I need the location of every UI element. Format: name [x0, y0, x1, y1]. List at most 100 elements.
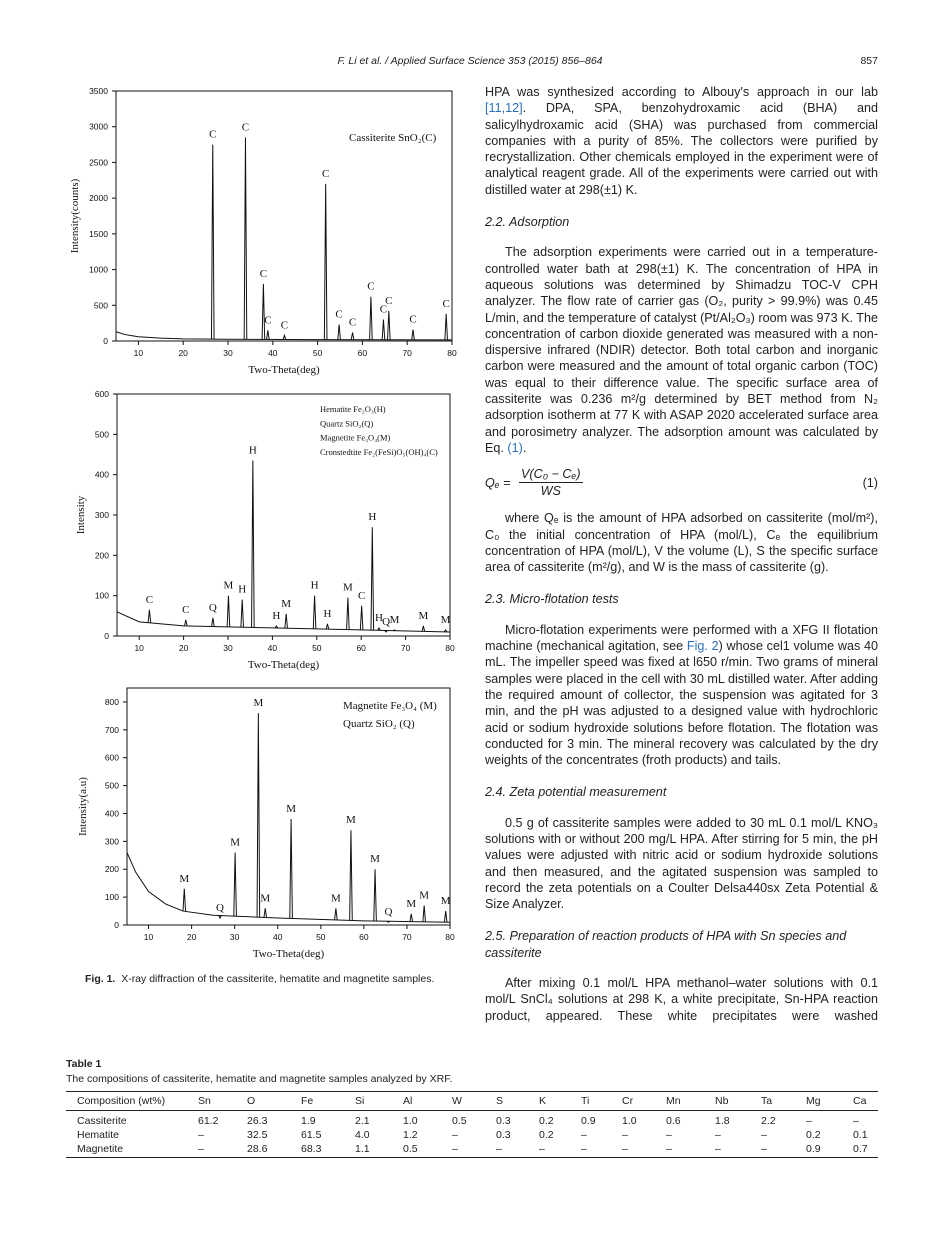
table-cell: 1.0	[403, 1115, 418, 1127]
table-cell: 61.2	[198, 1115, 219, 1127]
table-cell: –	[452, 1143, 458, 1155]
table-cell: 2.1	[355, 1115, 370, 1127]
table-rule	[66, 1157, 878, 1159]
y-tick-label: 200	[105, 864, 119, 874]
x-tick-label: 10	[134, 643, 144, 653]
table-rule	[66, 1091, 878, 1093]
table-cell: –	[452, 1129, 458, 1141]
column-header: Al	[403, 1095, 413, 1107]
column-header: Mn	[666, 1095, 681, 1107]
x-tick-label: 60	[359, 932, 369, 942]
x-tick-label: 40	[273, 932, 283, 942]
paragraph: 0.5 g of cassiterite samples were added …	[485, 815, 878, 913]
peak	[226, 595, 231, 627]
peak	[334, 908, 338, 920]
link[interactable]: [11,12]	[485, 101, 523, 116]
legend-entry: Cassiterite SnO₂(C)	[349, 132, 437, 144]
peak	[350, 332, 355, 340]
peak-label: Q	[209, 602, 217, 614]
y-tick-label: 600	[105, 753, 119, 763]
peak-label: H	[368, 511, 376, 523]
y-tick-label: 700	[105, 725, 119, 735]
table-cell: 0.9	[806, 1143, 821, 1155]
link[interactable]: Fig. 2	[686, 639, 719, 654]
peak-label: C	[358, 590, 365, 602]
table-cell: 1.1	[355, 1143, 370, 1155]
table-cell: 32.5	[247, 1129, 268, 1141]
peak-label: M	[224, 580, 234, 592]
legend-entry: Magnetite Fe₃O₄ (M)	[343, 700, 437, 712]
link[interactable]: (1)	[507, 440, 523, 455]
peak	[182, 888, 187, 912]
x-tick-label: 50	[312, 643, 322, 653]
column-header: Sn	[198, 1095, 211, 1107]
table-cell: –	[198, 1143, 204, 1155]
x-tick-label: 80	[445, 643, 455, 653]
column-header: W	[452, 1095, 462, 1107]
table-caption: The compositions of cassiterite, hematit…	[66, 1073, 453, 1085]
peak	[411, 329, 415, 340]
peak	[147, 609, 152, 623]
table-cell: 0.3	[496, 1115, 511, 1127]
peak	[443, 911, 448, 923]
peak	[386, 920, 391, 923]
table-cell: –	[666, 1129, 672, 1141]
peak-label: M	[390, 614, 400, 626]
y-tick-label: 0	[103, 336, 108, 346]
table-cell: –	[622, 1129, 628, 1141]
y-tick-label: 3000	[89, 122, 108, 132]
table-cell: 1.2	[403, 1129, 418, 1141]
y-tick-label: 400	[105, 808, 119, 818]
table-cell: 61.5	[301, 1129, 322, 1141]
y-tick-label: 500	[105, 781, 119, 791]
x-tick-label: 40	[268, 643, 278, 653]
legend-entry: Quartz SiO₂(Q)	[320, 418, 373, 428]
peak	[349, 830, 353, 921]
peak-label: C	[409, 314, 416, 326]
peak-label: M	[281, 598, 291, 610]
peak-label: Q	[384, 906, 392, 918]
x-axis-title: Two-Theta(deg)	[253, 948, 325, 960]
x-tick-label: 30	[223, 643, 233, 653]
caption-label: Fig. 1.	[85, 973, 116, 985]
table-cell: 0.2	[539, 1115, 554, 1127]
table-cell: –	[622, 1143, 628, 1155]
column-header: Ta	[761, 1095, 773, 1107]
table-label: Table 1	[66, 1058, 102, 1070]
text-run: ) whose cel1 volume was 40 mL. The impel…	[485, 639, 878, 768]
x-tick-label: 60	[356, 643, 366, 653]
peak-label: Q	[382, 616, 390, 628]
peak	[233, 852, 237, 917]
peak	[284, 613, 288, 629]
figure: 10 20 30 40 50 60 70 80050010001500200025003000…	[69, 86, 457, 960]
x-tick-label: 50	[313, 348, 323, 358]
x-tick-label: 70	[401, 643, 411, 653]
y-axis-title: Intensity	[75, 495, 87, 534]
paragraph: where Qₑ is the amount of HPA adsorbed o…	[485, 510, 878, 575]
peak-label: C	[335, 309, 342, 321]
peak	[323, 183, 328, 340]
x-tick-label: 60	[358, 348, 368, 358]
peak-label: C	[242, 121, 249, 133]
y-tick-label: 300	[95, 510, 109, 520]
table-cell: 0.5	[452, 1115, 467, 1127]
peak	[359, 605, 364, 630]
x-tick-label: 70	[402, 932, 412, 942]
peak	[211, 617, 215, 627]
x-tick-label: 20	[187, 932, 197, 942]
page-number: 857	[860, 55, 878, 67]
y-tick-label: 0	[114, 920, 119, 930]
y-axis-title: Intensity(a.u)	[77, 777, 89, 836]
column-header: Si	[355, 1095, 365, 1107]
table-cell: –	[761, 1143, 767, 1155]
column-header: Mg	[806, 1095, 821, 1107]
peak	[243, 137, 248, 340]
denominator: WS	[540, 484, 561, 499]
peak-label: C	[260, 268, 267, 280]
peak-label: M	[419, 889, 429, 901]
peak-label: C	[322, 168, 329, 180]
y-tick-label: 200	[95, 550, 109, 560]
peak-label: M	[441, 614, 451, 626]
text-column: HPA was synthesized according to Albouy'…	[485, 84, 878, 1024]
peak	[370, 527, 375, 631]
